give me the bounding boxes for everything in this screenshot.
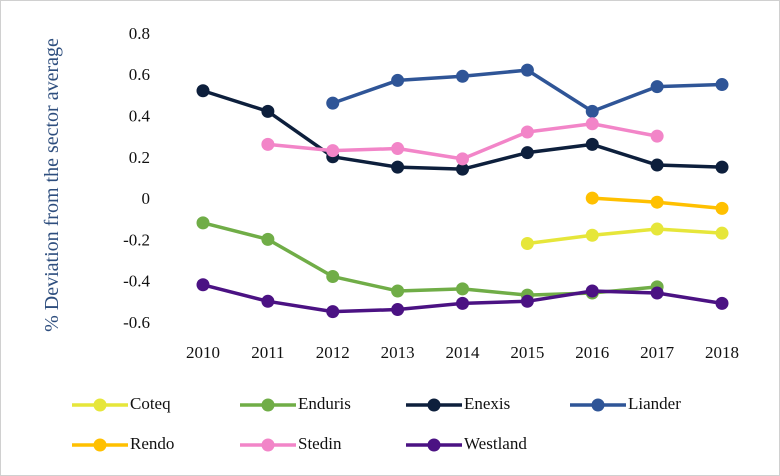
- data-point: [261, 294, 275, 308]
- data-point: [391, 142, 405, 156]
- y-tick-label: -0.6: [123, 313, 150, 332]
- data-point: [391, 284, 405, 298]
- legend-label: Liander: [628, 394, 681, 413]
- data-point: [326, 96, 340, 110]
- data-point: [261, 104, 275, 118]
- y-tick-label: -0.2: [123, 230, 150, 249]
- data-point: [715, 226, 729, 240]
- data-point: [520, 146, 534, 160]
- y-tick-label: 0.2: [129, 148, 150, 167]
- data-point: [715, 201, 729, 215]
- data-point: [456, 282, 469, 296]
- data-point: [326, 305, 340, 319]
- data-point: [585, 191, 599, 205]
- data-point: [456, 296, 469, 310]
- series-line: [527, 227, 723, 246]
- data-point: [456, 69, 469, 83]
- data-point: [326, 270, 340, 284]
- data-point: [196, 216, 210, 230]
- y-tick-label: 0.8: [129, 24, 150, 43]
- data-point: [326, 144, 340, 158]
- x-tick-label: 2016: [575, 343, 609, 362]
- x-tick-label: 2018: [705, 343, 739, 362]
- data-point: [715, 160, 729, 174]
- y-tick-label: 0.4: [129, 106, 151, 125]
- data-point: [585, 284, 599, 298]
- data-point: [650, 195, 664, 209]
- legend-label: Rendo: [130, 434, 174, 453]
- data-point: [650, 286, 664, 300]
- legend-label: Enduris: [298, 394, 351, 413]
- x-tick-label: 2014: [446, 343, 481, 362]
- data-point: [650, 129, 664, 143]
- legend-label: Stedin: [298, 434, 342, 453]
- data-point: [520, 63, 534, 77]
- data-point: [650, 80, 664, 94]
- data-point: [585, 117, 599, 131]
- x-tick-label: 2012: [316, 343, 350, 362]
- data-point: [261, 232, 275, 246]
- legend-marker: [93, 398, 107, 412]
- legend-marker: [261, 438, 275, 452]
- legend-marker: [591, 398, 605, 412]
- data-point: [261, 137, 275, 151]
- x-tick-label: 2013: [381, 343, 415, 362]
- data-point: [196, 278, 210, 292]
- data-point: [391, 73, 405, 87]
- data-point: [715, 296, 729, 310]
- legend-label: Westland: [464, 434, 527, 453]
- data-point: [585, 137, 599, 151]
- y-tick-label: -0.4: [123, 272, 150, 291]
- legend-marker: [427, 398, 441, 412]
- data-point: [391, 160, 405, 174]
- legend-label: Coteq: [130, 394, 171, 413]
- data-point: [456, 162, 469, 176]
- x-tick-label: 2017: [640, 343, 675, 362]
- data-point: [520, 294, 534, 308]
- x-tick-label: 2010: [186, 343, 220, 362]
- legend-marker: [427, 438, 441, 452]
- data-point: [715, 78, 729, 92]
- y-axis-label: % Deviation from the sector average: [41, 38, 63, 332]
- data-point: [391, 303, 405, 317]
- data-point: [650, 222, 664, 236]
- data-point: [650, 158, 664, 172]
- data-point: [520, 236, 534, 250]
- data-point: [520, 125, 534, 139]
- data-point: [585, 228, 599, 242]
- data-point: [585, 104, 599, 118]
- x-tick-label: 2015: [510, 343, 544, 362]
- legend-label: Enexis: [464, 394, 510, 413]
- y-tick-label: 0: [142, 189, 151, 208]
- legend-marker: [93, 438, 107, 452]
- data-point: [196, 84, 210, 98]
- y-tick-label: 0.6: [129, 65, 150, 84]
- legend-marker: [261, 398, 275, 412]
- x-tick-label: 2011: [251, 343, 284, 362]
- data-point: [456, 152, 469, 166]
